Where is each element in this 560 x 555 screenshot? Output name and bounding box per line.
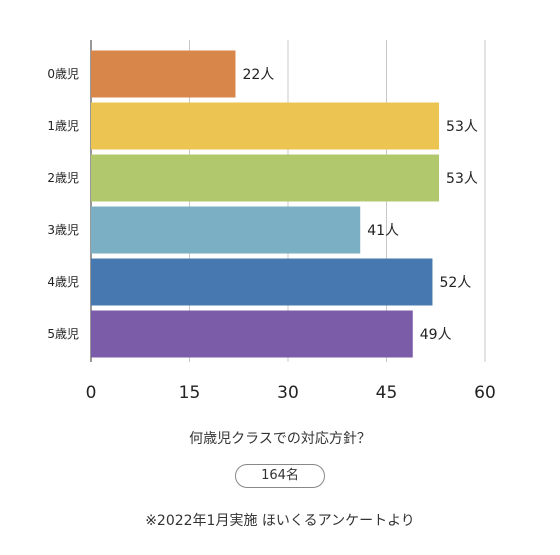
survey-question: 何歳児クラスでの対応方針？: [189, 431, 371, 447]
category-label-0: 0歳児: [47, 67, 79, 81]
category-label-5: 5歳児: [47, 327, 79, 341]
respondents-badge-wrap: 164名: [0, 464, 560, 488]
bar-4: [91, 258, 433, 306]
value-label-3: 41人: [367, 223, 399, 239]
bar-1: [91, 102, 440, 150]
value-label-4: 52人: [439, 275, 471, 291]
x-tick-label-30: 30: [277, 383, 299, 403]
value-label-2: 53人: [446, 171, 478, 187]
category-label-4: 4歳児: [47, 275, 79, 289]
bar-chart: 0 15 30 45 60 0歳児 22人 1歳児 53人 2歳児 53人 3歳児 41人 4歳児 52人 5…: [47, 40, 496, 403]
bar-0: [91, 50, 236, 98]
value-label-0: 22人: [242, 67, 274, 83]
value-label-1: 53人: [446, 119, 478, 135]
category-label-2: 2歳児: [47, 171, 79, 185]
survey-note: ※2022年1月実施 ほいくるアンケートより: [145, 513, 415, 529]
category-label-1: 1歳児: [47, 119, 79, 133]
x-tick-label-60: 60: [474, 383, 496, 403]
x-tick-label-45: 45: [376, 383, 398, 403]
value-label-5: 49人: [420, 327, 452, 343]
respondents-badge: 164名: [235, 464, 325, 488]
x-tick-label-15: 15: [179, 383, 201, 403]
bar-5: [91, 310, 413, 358]
category-label-3: 3歳児: [47, 223, 79, 237]
bar-2: [91, 154, 440, 202]
x-tick-label-0: 0: [86, 383, 97, 403]
bar-3: [91, 206, 361, 254]
